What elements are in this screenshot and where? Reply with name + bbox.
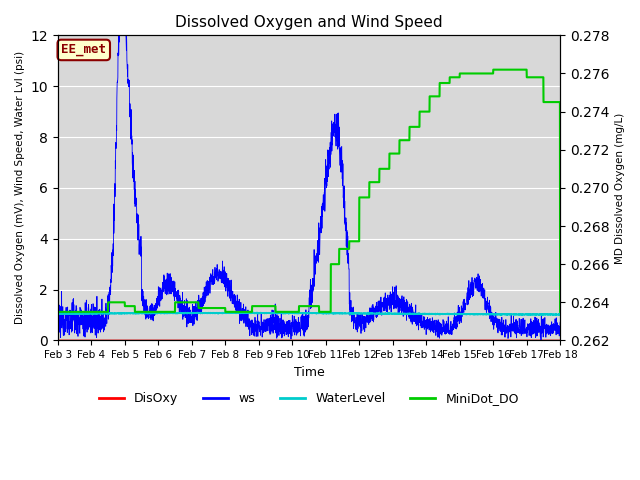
X-axis label: Time: Time [294,366,324,379]
Text: EE_met: EE_met [61,44,106,57]
Legend: DisOxy, ws, WaterLevel, MiniDot_DO: DisOxy, ws, WaterLevel, MiniDot_DO [94,387,524,410]
Y-axis label: Dissolved Oxygen (mV), Wind Speed, Water Lvl (psi): Dissolved Oxygen (mV), Wind Speed, Water… [15,51,25,324]
Title: Dissolved Oxygen and Wind Speed: Dissolved Oxygen and Wind Speed [175,15,443,30]
Y-axis label: MD Dissolved Oxygen (mg/L): MD Dissolved Oxygen (mg/L) [615,112,625,264]
